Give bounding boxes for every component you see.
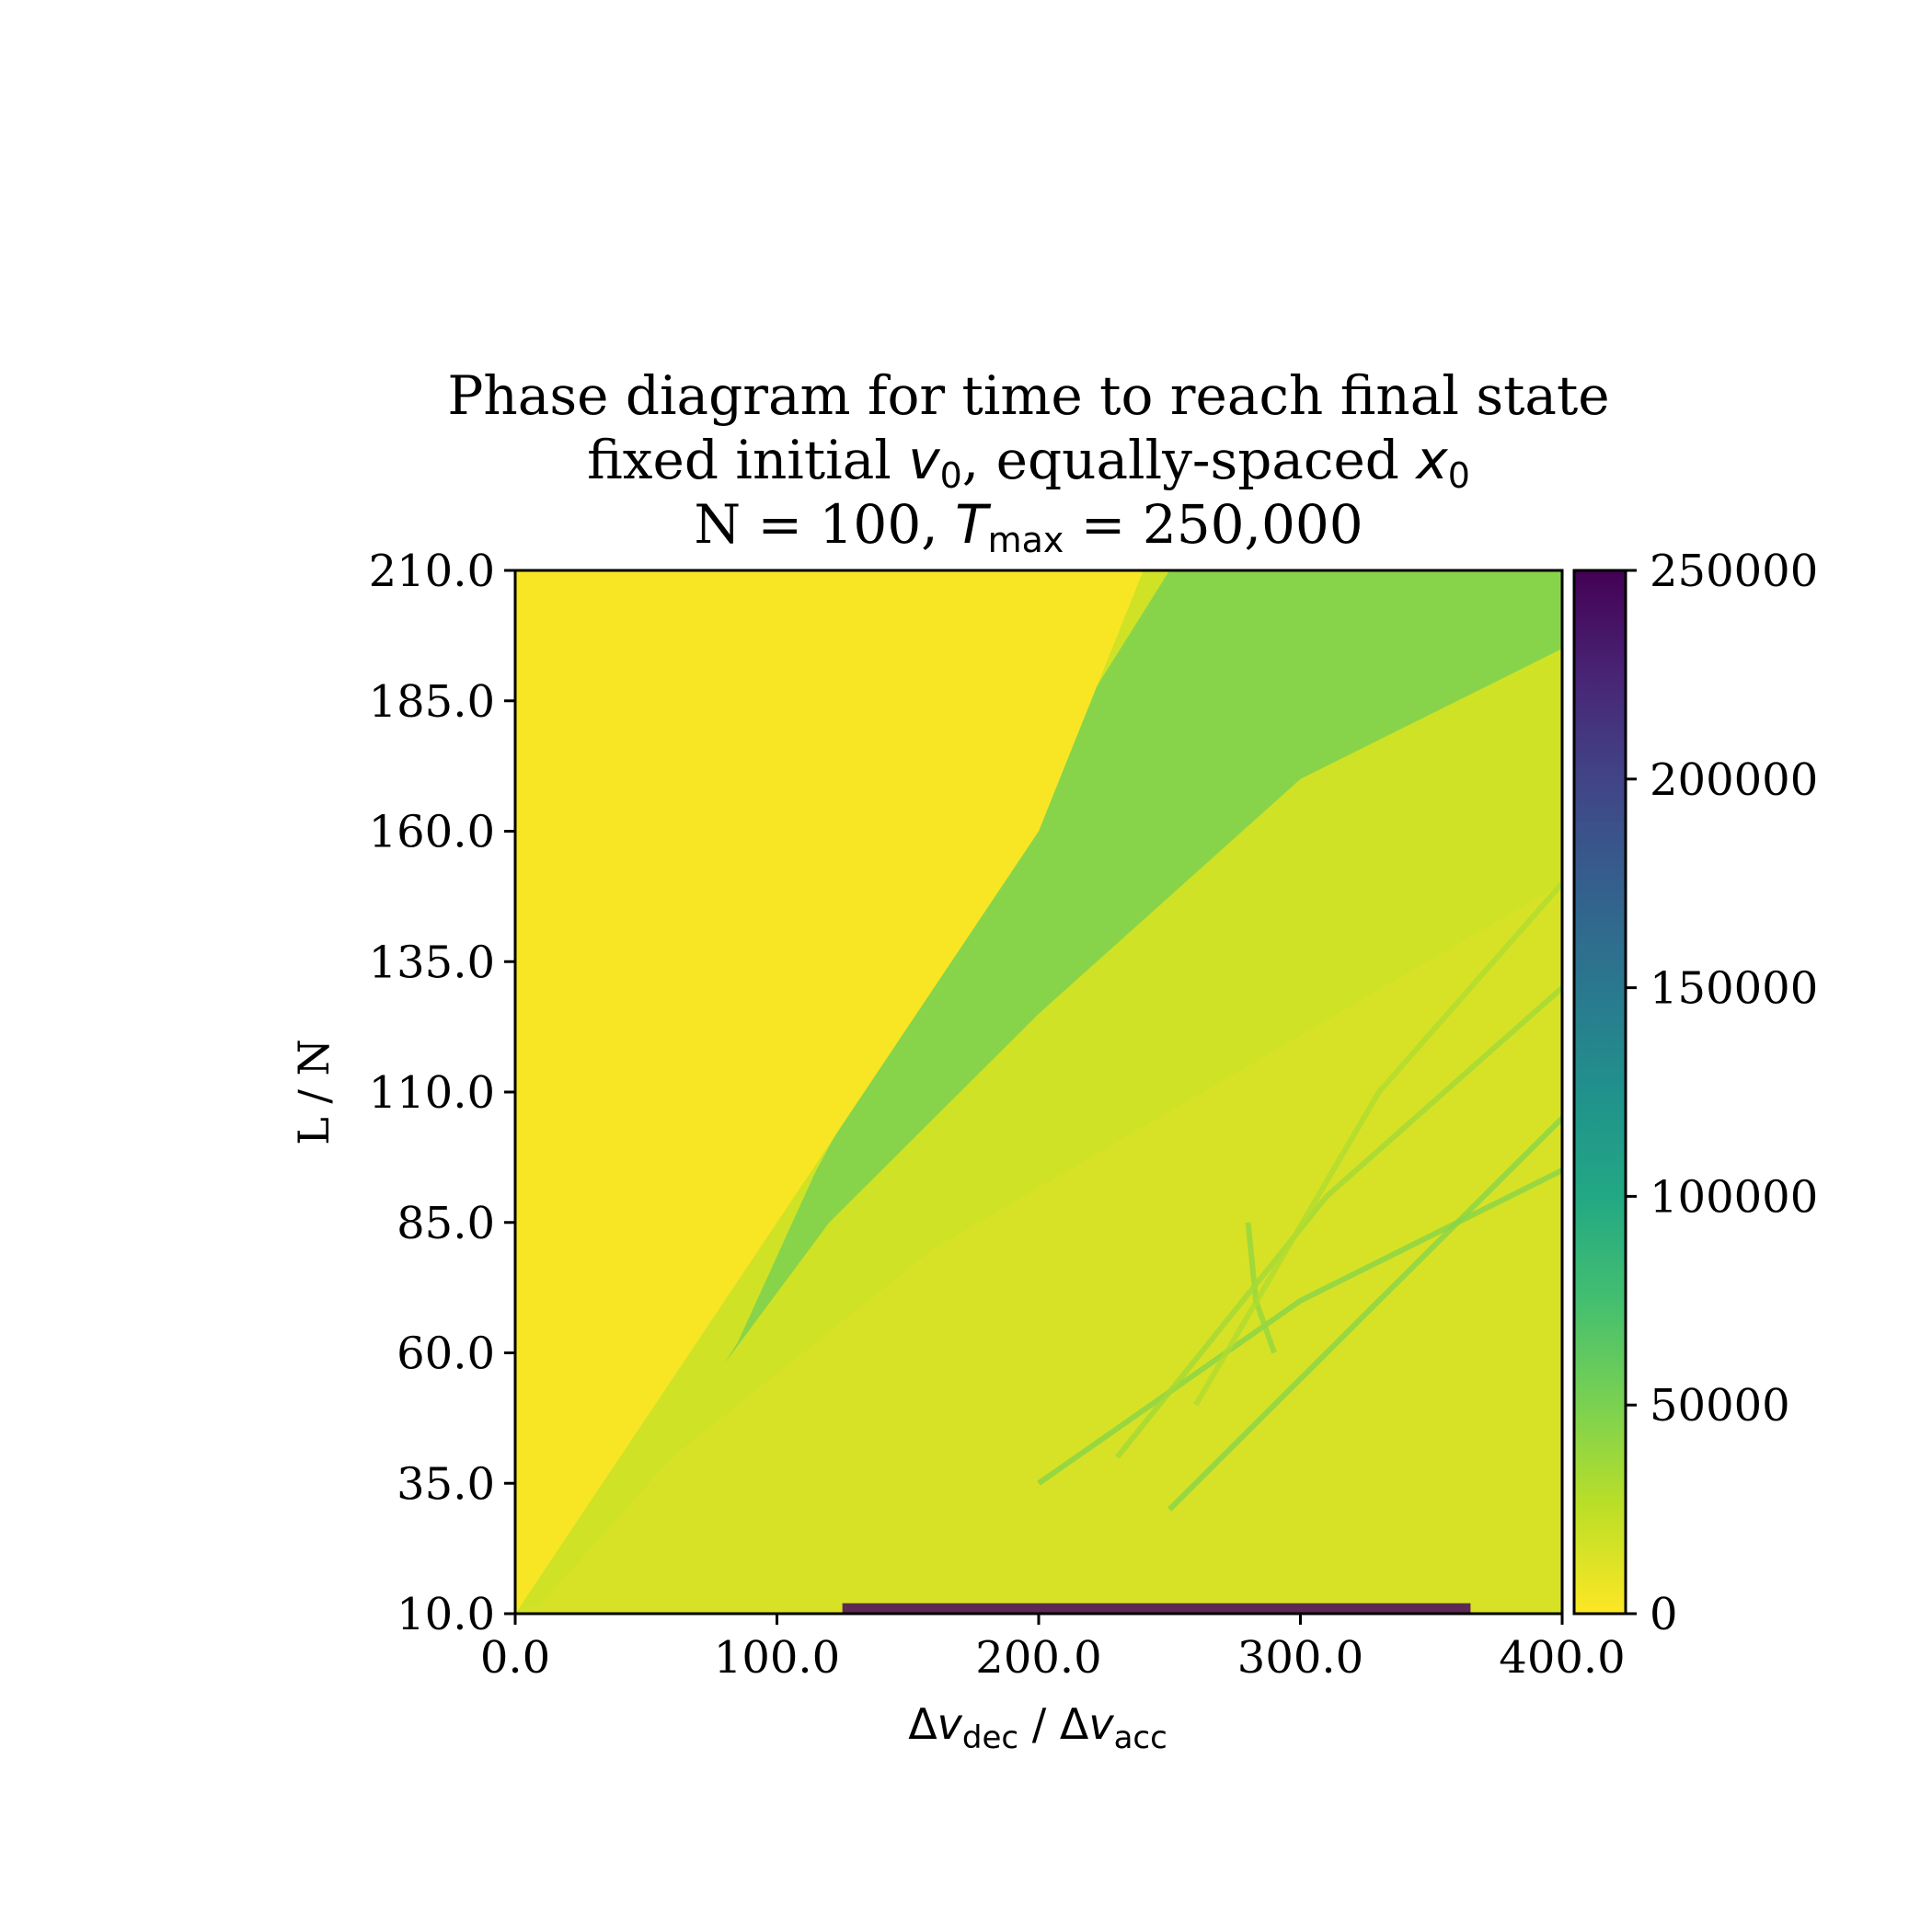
y-tick-label: 135.0 [369, 937, 495, 988]
y-tick-label: 210.0 [369, 546, 495, 597]
x-tick-label: 0.0 [480, 1632, 550, 1684]
colorbar-tick-label: 200000 [1650, 754, 1818, 806]
y-tick-label: 85.0 [397, 1198, 495, 1249]
chart-title-line-1: Phase diagram for time to reach final st… [447, 364, 1609, 427]
y-axis-label: L / N [289, 1039, 339, 1145]
colorbar [1574, 570, 1626, 1614]
chart-title-line-3: N = 100, Tmax = 250,000 [694, 493, 1363, 560]
y-tick-label: 10.0 [397, 1589, 495, 1640]
y-tick-label: 60.0 [397, 1328, 495, 1380]
colorbar-tick-label: 250000 [1650, 546, 1818, 597]
x-tick-label: 200.0 [975, 1632, 1101, 1684]
x-tick-label: 300.0 [1237, 1632, 1363, 1684]
colorbar-tick-label: 150000 [1650, 963, 1818, 1015]
x-tick-label: 100.0 [714, 1632, 840, 1684]
colorbar-tick-label: 100000 [1650, 1171, 1818, 1223]
line-feature-4 [1193, 881, 1562, 1407]
colorbar-axis: 0 50000 100000 150000 200000 250000 [1626, 546, 1818, 1640]
y-tick-label: 185.0 [369, 676, 495, 728]
y-tick-label: 110.0 [369, 1067, 495, 1119]
x-tick-label: 400.0 [1499, 1632, 1625, 1684]
heatmap [515, 570, 1562, 1614]
y-tick-label: 35.0 [397, 1458, 495, 1510]
y-tick-label: 160.0 [369, 807, 495, 858]
chart-title-line-2: fixed initial v0, equally-spaced x0 [587, 429, 1470, 496]
line-feature-0 [1037, 1167, 1562, 1486]
x-axis-label: Δvdec / Δvacc [908, 1699, 1167, 1756]
region-fast [515, 570, 1144, 1614]
bottom-dark-strip [842, 1603, 1471, 1614]
colorbar-tick-label: 50000 [1650, 1380, 1790, 1432]
region-light-green-strip [515, 570, 1562, 1614]
region-green-band [724, 570, 1562, 1363]
colorbar-frame [1572, 569, 1627, 1616]
y-axis: 10.0 35.0 60.0 85.0 110.0 135.0 160.0 185.0 210.… [369, 546, 515, 1640]
line-feature-3 [1115, 985, 1562, 1459]
colorbar-tick-label: 0 [1650, 1589, 1678, 1640]
x-axis: 0.0 100.0 200.0 300.0 400.0 [480, 1614, 1626, 1684]
line-feature-1 [1167, 1116, 1562, 1512]
